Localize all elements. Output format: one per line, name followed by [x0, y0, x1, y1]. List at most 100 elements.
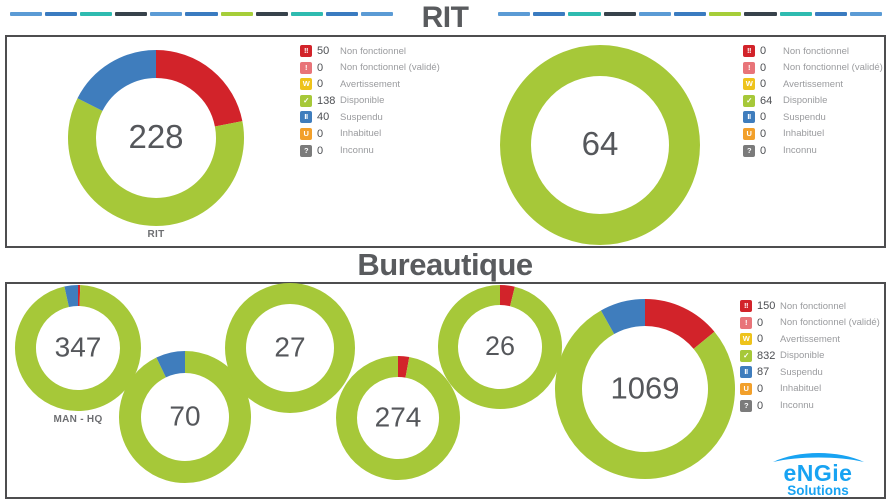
legend-row-disponible: ✓ 64 Disponible: [743, 94, 883, 107]
legend-count: 0: [757, 316, 764, 329]
status-icon-non_fonctionnel_valide: !: [743, 61, 755, 74]
dash-segment: [498, 12, 531, 16]
status-icon-non_fonctionnel: !!: [740, 300, 752, 312]
dash-segment: [638, 12, 671, 16]
legend-bureautique: !! 150 Non fonctionnel! 0 Non fonctionnel (v…: [740, 300, 880, 416]
status-icon-suspendu: II: [743, 111, 755, 124]
legend-label: Inconnu: [340, 145, 374, 157]
legend-label: Inconnu: [783, 145, 817, 157]
legend-row-inhabituel: U 0 Inhabituel: [740, 382, 880, 395]
legend-label: Non fonctionnel (validé): [783, 62, 883, 74]
legend-count: 0: [757, 333, 764, 346]
legend-count: 0: [760, 61, 767, 74]
legend-row-suspendu: II 40 Suspendu: [300, 111, 440, 124]
donut-label-rit: RIT: [147, 229, 165, 240]
dash-segment: [10, 12, 43, 16]
legend-count: 0: [760, 45, 767, 57]
donut-value: 64: [581, 125, 619, 163]
legend-count: 832: [757, 349, 776, 362]
legend-count: 0: [317, 78, 324, 91]
donut-chart-rit[interactable]: 228: [64, 46, 248, 230]
legend-count: 138: [317, 94, 336, 107]
legend-count: 0: [317, 61, 324, 74]
legend-label: Non fonctionnel (validé): [780, 317, 880, 329]
engie-solutions-logo: eNGie Solutions: [773, 453, 864, 498]
donut-value: 347: [54, 331, 102, 363]
legend-count: 40: [317, 111, 330, 124]
dash-segment: [45, 12, 78, 16]
status-icon-non_fonctionnel_valide: !: [300, 61, 312, 74]
donut-label-man-hq: MAN - HQ: [53, 414, 103, 425]
donut-chart-rit-2[interactable]: 64: [496, 41, 704, 249]
engie-wordmark: eNGie: [784, 460, 853, 486]
legend-label: Non fonctionnel: [780, 300, 847, 312]
status-icon-suspendu: II: [300, 111, 312, 124]
title-dash-left: [10, 12, 394, 16]
legend-row-avertissement: W 0 Avertissement: [300, 78, 440, 91]
dash-segment: [603, 12, 636, 16]
legend-label: Inconnu: [780, 400, 814, 412]
donut-chart-bureautique-26[interactable]: 26: [434, 281, 566, 413]
legend-label: Disponible: [340, 95, 385, 107]
legend-label: Avertissement: [780, 333, 841, 345]
legend-row-inconnu: ? 0 Inconnu: [743, 144, 883, 157]
status-icon-disponible: ✓: [740, 349, 752, 362]
legend-count: 87: [757, 366, 770, 379]
status-icon-avertissement: W: [740, 333, 752, 346]
status-icon-suspendu: II: [740, 366, 752, 379]
donut-chart-man-hq[interactable]: 347: [11, 281, 145, 415]
legend-label: Disponible: [780, 350, 825, 362]
dash-segment: [325, 12, 358, 16]
legend-row-inconnu: ? 0 Inconnu: [300, 144, 440, 157]
legend-row-suspendu: II 0 Suspendu: [743, 111, 883, 124]
legend-rit-2: !! 0 Non fonctionnel! 0 Non fonctionnel (val…: [743, 45, 883, 161]
dash-segment: [568, 12, 601, 16]
legend-count: 50: [317, 45, 330, 57]
status-icon-inconnu: ?: [743, 144, 755, 157]
legend-label: Inhabituel: [783, 128, 825, 140]
dash-segment: [150, 12, 183, 16]
legend-row-disponible: ✓ 832 Disponible: [740, 349, 880, 362]
status-icon-non_fonctionnel: !!: [743, 45, 755, 57]
status-icon-disponible: ✓: [743, 94, 755, 107]
title-dash-right: [498, 12, 883, 16]
donut-chart-bureautique-274[interactable]: 274: [332, 352, 464, 484]
legend-row-avertissement: W 0 Avertissement: [740, 333, 880, 346]
donut-chart-bureautique-1069[interactable]: 1069: [551, 295, 739, 483]
donut-value: 26: [484, 330, 516, 361]
dash-segment: [255, 12, 288, 16]
donut-value: 228: [128, 118, 184, 156]
legend-label: Suspendu: [783, 111, 826, 123]
status-icon-inconnu: ?: [740, 399, 752, 412]
legend-count: 0: [757, 399, 764, 412]
dash-segment: [709, 12, 742, 16]
legend-count: 0: [757, 382, 764, 395]
status-icon-non_fonctionnel: !!: [300, 45, 312, 57]
donut-chart-bureautique-27[interactable]: 27: [221, 279, 359, 417]
section-title-bureautique: Bureautique: [357, 247, 533, 282]
legend-count: 150: [757, 300, 776, 312]
dash-segment: [360, 12, 394, 16]
status-icon-non_fonctionnel_valide: !: [740, 316, 752, 329]
dash-segment: [185, 12, 218, 16]
legend-label: Avertissement: [340, 78, 401, 90]
legend-row-non_fonctionnel: !! 150 Non fonctionnel: [740, 300, 880, 312]
donut-chart-bureautique-70[interactable]: 70: [115, 347, 255, 487]
dash-segment: [290, 12, 323, 16]
dash-segment: [533, 12, 566, 16]
legend-row-inhabituel: U 0 Inhabituel: [300, 127, 440, 140]
legend-row-non_fonctionnel: !! 50 Non fonctionnel: [300, 45, 440, 57]
legend-label: Avertissement: [783, 78, 844, 90]
engie-arc-icon: [773, 453, 864, 462]
dash-segment: [673, 12, 707, 16]
dash-segment: [80, 12, 113, 16]
legend-row-avertissement: W 0 Avertissement: [743, 78, 883, 91]
legend-row-non_fonctionnel: !! 0 Non fonctionnel: [743, 45, 883, 57]
legend-count: 0: [317, 144, 324, 157]
legend-label: Suspendu: [340, 111, 383, 123]
legend-label: Non fonctionnel: [783, 45, 850, 57]
status-icon-avertissement: W: [743, 78, 755, 91]
legend-label: Non fonctionnel (validé): [340, 62, 440, 74]
legend-row-suspendu: II 87 Suspendu: [740, 366, 880, 379]
